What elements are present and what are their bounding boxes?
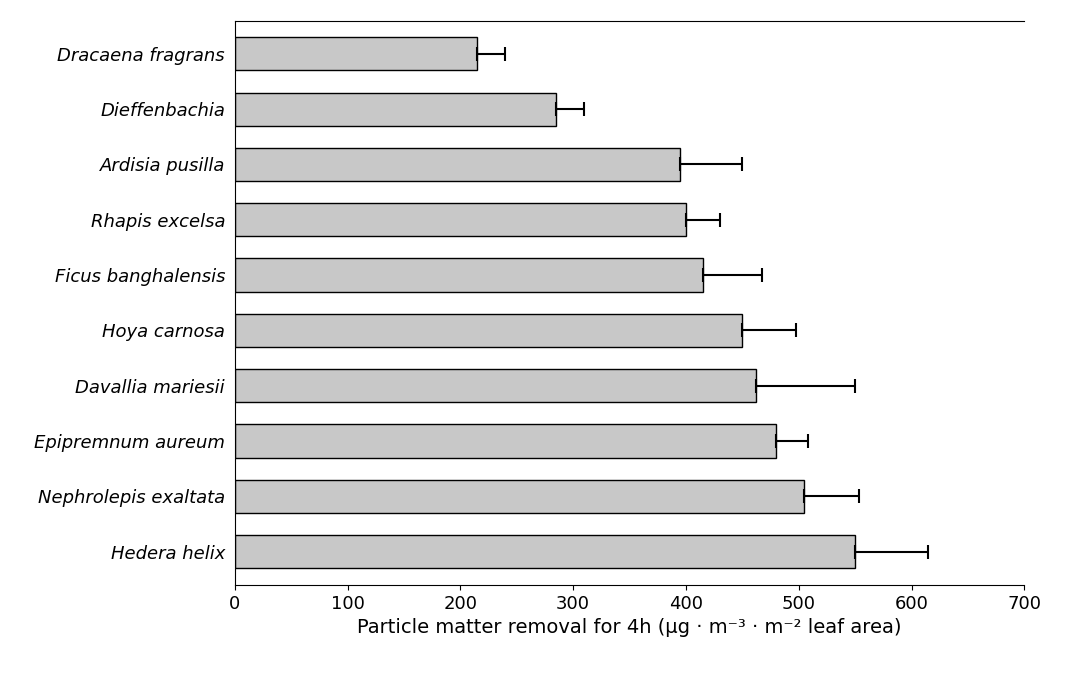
Bar [235,37,477,70]
Bar [235,148,681,181]
Bar [235,535,855,568]
Bar [235,480,805,513]
Bar [235,424,776,458]
Bar [235,369,755,402]
Bar [235,93,556,126]
Bar [235,203,686,237]
X-axis label: Particle matter removal for 4h (μg · m⁻³ · m⁻² leaf area): Particle matter removal for 4h (μg · m⁻³… [357,618,902,637]
Bar [235,314,743,347]
Bar [235,259,703,292]
